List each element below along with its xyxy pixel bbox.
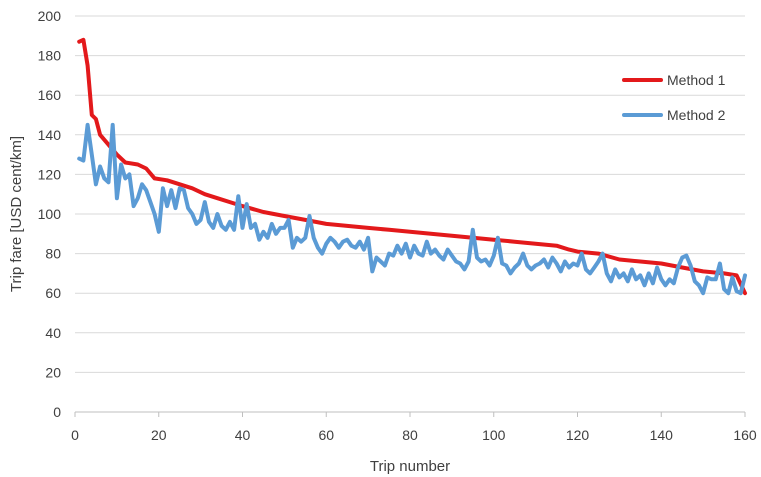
data-series	[77, 37, 747, 296]
y-tick-label: 160	[38, 87, 62, 103]
x-tick-label: 60	[318, 427, 334, 443]
y-tick-label: 20	[45, 364, 61, 380]
gridlines	[75, 15, 745, 373]
y-tick-label: 200	[38, 8, 62, 24]
y-tick-label: 180	[38, 48, 62, 64]
legend-label-method-1: Method 1	[667, 72, 726, 88]
x-tick-label: 40	[235, 427, 251, 443]
y-tick-label: 100	[38, 206, 62, 222]
x-tick-label: 80	[402, 427, 418, 443]
x-tick-label: 0	[71, 427, 79, 443]
x-axis-title: Trip number	[370, 458, 450, 475]
y-axis-title: Trip fare [USD cent/km]	[8, 136, 25, 292]
x-tick-label: 100	[482, 427, 506, 443]
y-tick-label: 80	[45, 246, 61, 262]
y-tick-label: 0	[53, 404, 61, 420]
y-tick-label: 140	[38, 127, 62, 143]
series-line-method-1	[77, 37, 747, 296]
legend-label-method-2: Method 2	[667, 107, 726, 123]
y-tick-label: 40	[45, 325, 61, 341]
tick-labels: 0 20 40 60 80 100 120 140 160 180 200 0 20 40 60 80 100 1…	[38, 8, 757, 443]
x-tick-label: 20	[151, 427, 167, 443]
x-tick-label: 120	[566, 427, 590, 443]
x-tick-label: 160	[733, 427, 757, 443]
legend: Method 1 Method 2	[622, 72, 726, 123]
y-tick-label: 60	[45, 285, 61, 301]
axes	[74, 411, 746, 417]
series-line-method-2	[77, 122, 747, 296]
x-tick-label: 140	[650, 427, 674, 443]
y-tick-label: 120	[38, 166, 62, 182]
